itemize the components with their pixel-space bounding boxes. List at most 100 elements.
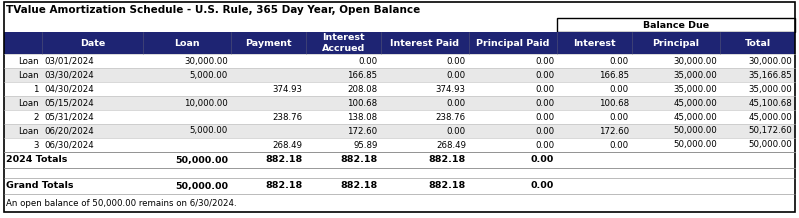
Text: TValue Amortization Schedule - U.S. Rule, 365 Day Year, Open Balance: TValue Amortization Schedule - U.S. Rule… [6,5,420,15]
Text: Loan: Loan [18,56,39,65]
Text: 45,100.68: 45,100.68 [748,99,792,107]
Text: 268.49: 268.49 [272,140,303,150]
Text: 50,000.00: 50,000.00 [175,155,228,165]
Text: 882.18: 882.18 [428,182,466,191]
Bar [42,32,143,54]
Text: 172.60: 172.60 [598,126,629,136]
Text: 5,000.00: 5,000.00 [190,126,228,136]
Text: 0.00: 0.00 [535,56,555,65]
Text: 882.18: 882.18 [265,182,303,191]
Text: 50,000.00: 50,000.00 [674,126,718,136]
Bar [4,168,795,178]
Text: 0.00: 0.00 [447,70,466,80]
Text: Balance Due: Balance Due [643,20,710,29]
Text: 03/01/2024: 03/01/2024 [45,56,94,65]
Text: 166.85: 166.85 [348,70,378,80]
Text: Date: Date [80,39,105,48]
Text: 0.00: 0.00 [359,56,378,65]
Text: Principal: Principal [653,39,700,48]
Text: 0.00: 0.00 [610,112,629,121]
Text: 50,000.00: 50,000.00 [175,182,228,191]
Bar [557,32,632,54]
Text: Loan: Loan [18,99,39,107]
Text: 35,166.85: 35,166.85 [748,70,792,80]
Text: 268.49: 268.49 [436,140,466,150]
Text: 882.18: 882.18 [340,155,378,165]
Text: 374.93: 374.93 [436,85,466,94]
Text: 35,000.00: 35,000.00 [748,85,792,94]
Bar [4,82,795,96]
Text: 0.00: 0.00 [535,99,555,107]
Bar [4,32,42,54]
Text: An open balance of 50,000.00 remains on 6/30/2024.: An open balance of 50,000.00 remains on … [6,199,237,208]
Bar [306,32,380,54]
Text: 238.76: 238.76 [272,112,303,121]
Text: 0.00: 0.00 [535,112,555,121]
Text: 30,000.00: 30,000.00 [674,56,718,65]
Text: 05/15/2024: 05/15/2024 [45,99,94,107]
Text: 45,000.00: 45,000.00 [674,112,718,121]
Text: 50,172.60: 50,172.60 [748,126,792,136]
Text: 03/30/2024: 03/30/2024 [45,70,94,80]
Text: Grand Totals: Grand Totals [6,182,74,191]
Text: 3: 3 [34,140,39,150]
Text: Payment: Payment [245,39,292,48]
Text: 95.89: 95.89 [353,140,378,150]
Text: 0.00: 0.00 [610,56,629,65]
Text: 06/30/2024: 06/30/2024 [45,140,94,150]
Text: 35,000.00: 35,000.00 [674,85,718,94]
Bar [143,32,231,54]
Text: 50,000.00: 50,000.00 [748,140,792,150]
Bar [557,18,795,32]
Text: 208.08: 208.08 [348,85,378,94]
Text: 0.00: 0.00 [535,140,555,150]
Text: 166.85: 166.85 [598,70,629,80]
Text: Interest Paid: Interest Paid [390,39,459,48]
Text: 0.00: 0.00 [610,85,629,94]
Text: 10,000.00: 10,000.00 [185,99,228,107]
Text: 5,000.00: 5,000.00 [190,70,228,80]
Text: 172.60: 172.60 [348,126,378,136]
Text: 374.93: 374.93 [272,85,303,94]
Text: 0.00: 0.00 [535,85,555,94]
Text: 30,000.00: 30,000.00 [185,56,228,65]
Text: 100.68: 100.68 [348,99,378,107]
Bar [380,32,469,54]
Text: 138.08: 138.08 [348,112,378,121]
Text: 1: 1 [34,85,39,94]
Text: Loan: Loan [174,39,200,48]
Bar [4,110,795,124]
Text: 0.00: 0.00 [535,70,555,80]
Text: Loan: Loan [18,70,39,80]
Bar [4,152,795,168]
Text: 45,000.00: 45,000.00 [748,112,792,121]
Text: Loan: Loan [18,126,39,136]
Text: 06/20/2024: 06/20/2024 [45,126,94,136]
Bar [4,178,795,194]
Bar [4,68,795,82]
Text: 238.76: 238.76 [435,112,466,121]
Bar [4,194,795,212]
Bar [4,54,795,68]
Text: Total: Total [745,39,771,48]
Text: 0.00: 0.00 [535,126,555,136]
Text: 45,000.00: 45,000.00 [674,99,718,107]
Text: 0.00: 0.00 [531,182,555,191]
Bar [231,32,306,54]
Bar [4,124,795,138]
Text: 35,000.00: 35,000.00 [674,70,718,80]
Text: 30,000.00: 30,000.00 [748,56,792,65]
Bar [469,32,557,54]
Text: 05/31/2024: 05/31/2024 [45,112,94,121]
Text: Principal Paid: Principal Paid [476,39,550,48]
Bar [720,32,795,54]
Text: 2: 2 [34,112,39,121]
Text: Interest: Interest [573,39,616,48]
Bar [4,96,795,110]
Bar [632,32,720,54]
Text: 0.00: 0.00 [447,99,466,107]
Text: 0.00: 0.00 [447,56,466,65]
Text: 882.18: 882.18 [428,155,466,165]
Text: 04/30/2024: 04/30/2024 [45,85,94,94]
Text: 50,000.00: 50,000.00 [674,140,718,150]
